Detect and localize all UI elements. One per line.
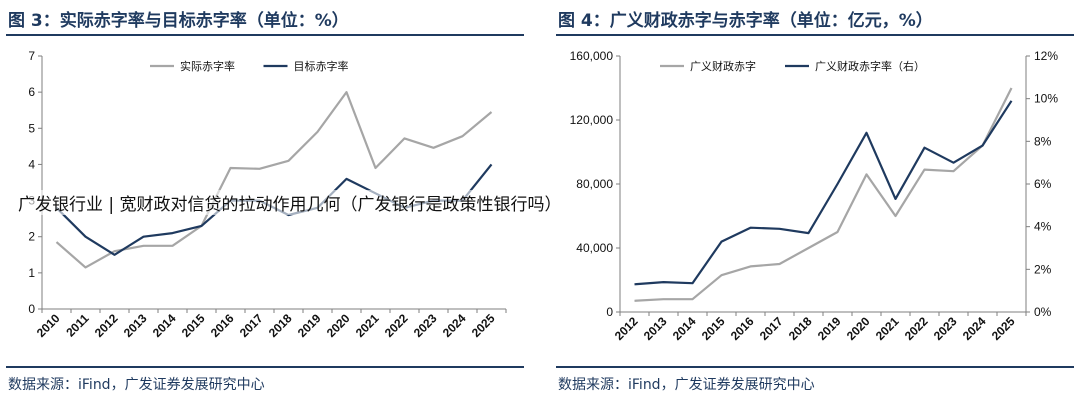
chart-source: 数据来源：iFind，广发证券发展研究中心: [8, 377, 265, 393]
x-tick-label: 2012: [612, 314, 641, 343]
legend-label-1: 实际赤字率: [180, 59, 235, 73]
chart-broad-deficit: 0 40,000 80,000 120,000 160,000 0% 2% 4% 6% 8% 10%…: [570, 49, 1059, 343]
legend-label-1: 广义财政赤字: [690, 59, 756, 73]
x-tick-label: 2016: [208, 311, 237, 340]
x-tick-label: 2019: [295, 311, 324, 340]
y2-tick-label: 0%: [1034, 305, 1052, 319]
chart-title: 图 3：实际赤字率与目标赤字率（单位：%）: [8, 11, 349, 31]
x-tick-label: 2022: [382, 311, 411, 340]
y-tick-label: 1: [28, 266, 35, 280]
x-tick-label: 2018: [786, 314, 815, 343]
y-tick-label: 80,000: [576, 177, 613, 191]
y-tick-label: 0: [28, 302, 35, 316]
x-tick-label: 2020: [844, 314, 873, 343]
y2-tick-label: 4%: [1034, 220, 1052, 234]
x-tick-label: 2025: [989, 314, 1018, 343]
x-tick-label: 2023: [931, 314, 960, 343]
x-tick-label: 2011: [63, 311, 92, 340]
x-tick-label: 2010: [34, 311, 63, 340]
y-tick-label: 160,000: [570, 49, 614, 63]
x-tick-label: 2018: [266, 311, 295, 340]
source-rule: [6, 366, 524, 368]
y-tick-label: 2: [28, 230, 35, 244]
y-tick-label: 5: [28, 121, 35, 135]
legend-label-2: 目标赤字率: [294, 59, 349, 73]
source-rule: [556, 366, 1074, 368]
x-tick-label: 2022: [902, 314, 931, 343]
series-line-2: [634, 100, 1013, 286]
y-tick-label: 6: [28, 85, 35, 99]
title-rule: [556, 34, 1074, 36]
y-tick-label: 0: [606, 305, 613, 319]
x-tick-label: 2021: [353, 311, 382, 340]
chart-source: 数据来源：iFind，广发证券发展研究中心: [558, 377, 815, 393]
x-tick-label: 2021: [873, 314, 902, 343]
y-tick-label: 7: [28, 49, 35, 63]
y2-tick-label: 8%: [1034, 134, 1052, 148]
x-tick-label: 2017: [757, 314, 786, 343]
series-line-1: [55, 90, 493, 269]
title-rule: [6, 34, 524, 36]
x-tick-label: 2013: [121, 311, 150, 340]
x-tick-label: 2016: [728, 314, 757, 343]
x-tick-label: 2025: [469, 311, 498, 340]
chart-panel-broad-deficit: 图 4：广义财政赤字与赤字率（单位：亿元，%） 0 40,000 80,000 120…: [550, 0, 1080, 403]
x-tick-label: 2012: [92, 311, 121, 340]
x-tick-label: 2019: [815, 314, 844, 343]
article-headline-overlay: 广发银行业 | 宽财政对信贷的拉动作用几何（广发银行是政策性银行吗）: [18, 190, 562, 215]
x-tick-label: 2015: [179, 311, 208, 340]
chart-title: 图 4：广义财政赤字与赤字率（单位：亿元，%）: [558, 11, 933, 31]
x-tick-label: 2017: [237, 311, 266, 340]
chart-deficit-rate: 0123456720102011201220132014201520162017…: [28, 49, 507, 340]
x-tick-label: 2014: [670, 314, 699, 343]
y-tick-label: 4: [28, 157, 35, 171]
x-tick-label: 2024: [960, 314, 989, 343]
y2-tick-label: 2%: [1034, 262, 1052, 276]
x-tick-label: 2015: [699, 314, 728, 343]
y-tick-label: 40,000: [576, 241, 613, 255]
y2-tick-label: 10%: [1034, 92, 1058, 106]
x-tick-label: 2023: [411, 311, 440, 340]
chart-panel-deficit-rate: 图 3：实际赤字率与目标赤字率（单位：%） 012345672010201120…: [0, 0, 530, 403]
y-tick-label: 120,000: [570, 113, 614, 127]
x-tick-label: 2020: [324, 311, 353, 340]
legend-label-2: 广义财政赤字率（右）: [815, 59, 925, 73]
x-tick-label: 2013: [641, 314, 670, 343]
y2-tick-label: 12%: [1034, 49, 1058, 63]
series-line-1: [634, 87, 1013, 302]
x-tick-label: 2014: [150, 311, 179, 340]
x-tick-label: 2024: [440, 311, 469, 340]
y2-tick-label: 6%: [1034, 177, 1052, 191]
